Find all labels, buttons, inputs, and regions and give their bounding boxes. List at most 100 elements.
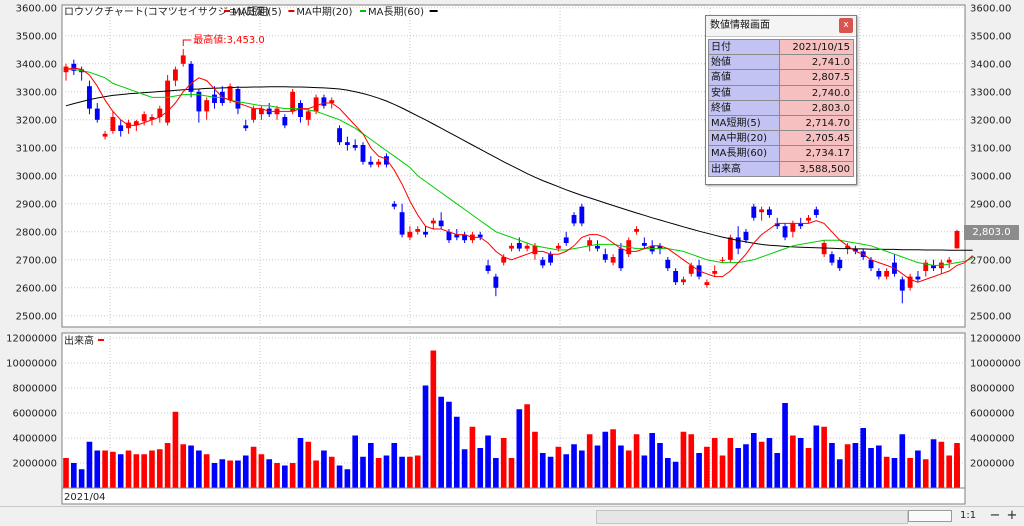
chart-canvas[interactable]: 3600.00 3600.00 3500.00 3500.00 3400.00 3400.… xyxy=(0,0,1024,506)
zoom-in-button[interactable]: + xyxy=(1006,508,1018,523)
zoom-out-button[interactable]: − xyxy=(989,508,1001,523)
info-row-value: 2,807.5 xyxy=(780,70,854,86)
candle-body xyxy=(329,100,335,103)
candle-body xyxy=(915,276,921,280)
volume-bar xyxy=(274,463,280,488)
candle-body xyxy=(766,209,772,215)
volume-bar xyxy=(579,450,585,488)
info-row: MA短期(5) 2,714.70 xyxy=(709,115,854,132)
candle-body xyxy=(509,245,514,249)
volume-bar xyxy=(321,450,327,488)
volume-bar xyxy=(618,445,624,488)
volume-bar xyxy=(94,450,101,488)
volume-bar xyxy=(750,433,757,488)
info-row-value: 2021/10/15 xyxy=(780,40,854,56)
info-row-key: MA中期(20) xyxy=(709,131,780,147)
horizontal-scrollbar[interactable]: 1:1 − + xyxy=(0,506,1024,526)
candle-body xyxy=(727,237,733,260)
volume-bar xyxy=(203,454,210,488)
candle-body xyxy=(884,271,890,277)
volume-bar xyxy=(438,396,444,488)
volume-tick-label-left: 4000000 xyxy=(12,434,57,445)
info-panel-titlebar[interactable]: 数値情報画面 x xyxy=(706,16,856,37)
volume-bar xyxy=(563,454,570,488)
price-tick-label-left: 2500.00 xyxy=(16,311,57,322)
volume-bar xyxy=(782,403,788,488)
info-row-value: 3,588,500 xyxy=(780,161,854,177)
volume-bar xyxy=(407,456,413,488)
volume-bar xyxy=(555,446,562,488)
scroll-thumb[interactable] xyxy=(908,510,952,522)
volume-bar xyxy=(149,450,155,488)
info-row-value: 2,734.17 xyxy=(780,146,854,162)
volume-bar xyxy=(156,449,163,488)
candle-body xyxy=(571,215,577,224)
volume-bar xyxy=(453,416,460,488)
volume-bar xyxy=(172,411,179,488)
candle-body xyxy=(102,133,108,137)
volume-bar xyxy=(532,431,538,488)
volume-bar xyxy=(375,458,382,488)
candle-body xyxy=(743,231,749,241)
candle-body xyxy=(368,161,374,165)
info-row: MA中期(20) 2,705.45 xyxy=(709,131,854,147)
volume-bar xyxy=(680,431,687,488)
volume-bar xyxy=(461,449,468,488)
candle-body xyxy=(87,86,92,109)
date-axis xyxy=(61,487,966,505)
date-axis-label: 2021/04 xyxy=(64,492,106,503)
volume-bar xyxy=(219,459,226,488)
legend-item-label: MA短期(5) xyxy=(232,5,282,18)
volume-bar xyxy=(649,433,655,488)
price-tick-label-left: 2800.00 xyxy=(16,227,57,238)
volume-tick-label-left: 12000000 xyxy=(6,334,57,345)
legend-item-label: MA長期(60) xyxy=(368,6,424,18)
candle-body xyxy=(204,100,210,112)
candle-body xyxy=(94,108,100,120)
price-tick-label-left: 2600.00 xyxy=(16,283,57,294)
candle-body xyxy=(618,248,624,269)
volume-bar xyxy=(250,446,257,488)
candle-body xyxy=(548,254,554,263)
high-annotation-pointer xyxy=(182,39,192,46)
scroll-track[interactable] xyxy=(596,510,908,524)
price-tick-label-left: 3200.00 xyxy=(16,115,57,126)
candle-body xyxy=(321,97,327,106)
candle-body xyxy=(798,223,804,227)
candle-body xyxy=(407,231,413,238)
volume-bar xyxy=(938,441,945,488)
volume-bar xyxy=(125,450,132,488)
candle-body xyxy=(485,265,491,271)
candle-body xyxy=(790,223,796,232)
volume-bar xyxy=(813,425,820,488)
price-tick-label-right: 2500.00 xyxy=(970,311,1011,322)
volume-bar xyxy=(328,456,335,488)
info-row: 高値 2,807.5 xyxy=(709,70,854,86)
close-icon[interactable]: x xyxy=(839,18,853,33)
ma-long-line xyxy=(65,86,973,251)
info-row: MA長期(60) 2,734.17 xyxy=(709,146,854,162)
volume-bar xyxy=(876,445,882,488)
candle-body xyxy=(563,237,569,243)
candle-body xyxy=(305,111,311,120)
volume-bar xyxy=(547,456,554,488)
volume-tick-label-left: 6000000 xyxy=(12,409,57,420)
volume-bar xyxy=(258,454,265,488)
volume-bar xyxy=(352,435,358,488)
info-panel[interactable]: 数値情報画面 x 日付 2021/10/15 始値 2,741.0 高値 2,807.5 安… xyxy=(705,15,857,185)
volume-bar xyxy=(485,435,491,488)
candle-body xyxy=(227,86,233,101)
candle-body xyxy=(634,229,639,232)
volume-bar xyxy=(102,450,108,488)
price-tick-label-right: 3000.00 xyxy=(970,171,1011,182)
volume-bar xyxy=(242,455,249,488)
candle-body xyxy=(774,223,780,227)
volume-bar xyxy=(508,458,515,488)
info-row-key: 終値 xyxy=(709,100,780,116)
volume-bar xyxy=(665,458,671,488)
volume-bar xyxy=(446,401,452,488)
volume-bar xyxy=(688,434,695,488)
info-row: 終値 2,803.0 xyxy=(709,100,854,116)
candle-body xyxy=(852,248,858,252)
candle-body xyxy=(923,262,929,271)
